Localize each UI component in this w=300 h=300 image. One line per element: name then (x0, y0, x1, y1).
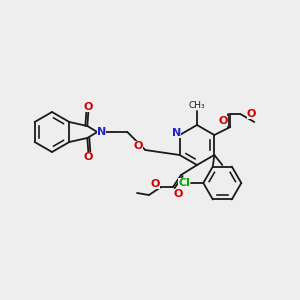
Text: O: O (150, 179, 160, 189)
Text: O: O (173, 189, 183, 199)
Text: N: N (172, 128, 181, 138)
Text: O: O (134, 141, 143, 151)
Text: O: O (247, 109, 256, 119)
Text: CH₃: CH₃ (189, 100, 205, 109)
Text: O: O (84, 152, 93, 162)
Text: O: O (84, 102, 93, 112)
Text: O: O (219, 116, 228, 126)
Text: N: N (97, 127, 106, 137)
Text: Cl: Cl (178, 178, 190, 188)
